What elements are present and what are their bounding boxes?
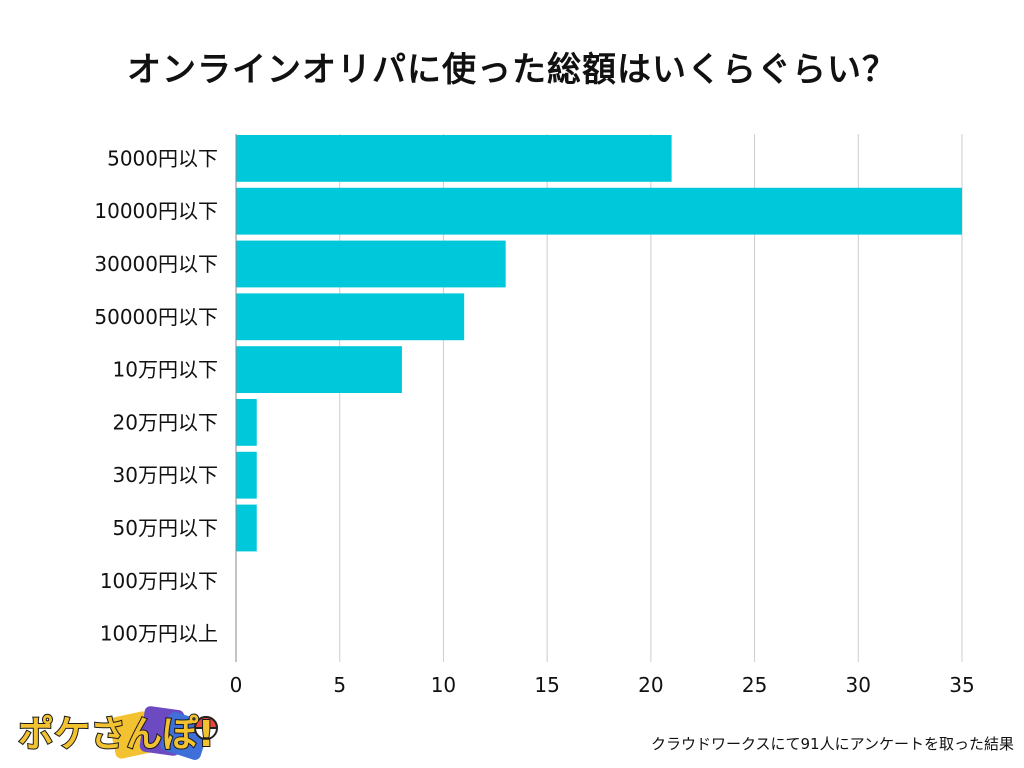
x-tick-label: 20 [638, 673, 663, 697]
category-labels: 5000円以下 10000円以下 30000円以下 50000円以下 10万円以下 20万… [94, 146, 218, 645]
bar [236, 399, 257, 446]
survey-footnote: クラウドワークスにて91人にアンケートを取った結果 [650, 735, 1014, 753]
logo-cards-icon [109, 706, 210, 760]
category-label: 30000円以下 [94, 252, 218, 276]
chart-title: オンラインオリパに使った総額はいくらぐらい？ [127, 50, 897, 90]
x-tick-label: 35 [949, 673, 974, 697]
pokeball-icon [193, 716, 219, 740]
x-tick-label: 30 [846, 673, 871, 697]
category-label: 10万円以下 [113, 358, 218, 382]
brand-logo: ポケさんぽ! [14, 698, 224, 762]
category-label: 30万円以下 [113, 463, 218, 487]
category-label: 100万円以上 [100, 622, 218, 646]
bar [236, 504, 257, 552]
category-label: 50000円以下 [94, 305, 218, 329]
bar [236, 240, 506, 288]
logo-image: ポケさんぽ! [17, 706, 219, 760]
bar [236, 293, 465, 341]
bar [236, 135, 672, 182]
x-tick-label: 0 [230, 673, 243, 697]
category-label: 10000円以下 [94, 199, 218, 223]
x-tick-label: 25 [742, 673, 767, 697]
bars [236, 135, 962, 552]
category-label: 50万円以下 [113, 516, 218, 540]
bar [236, 451, 257, 499]
bar [236, 187, 962, 235]
x-tick-label: 15 [534, 673, 559, 697]
x-tick-labels: 0 5 10 15 20 25 30 35 [230, 673, 975, 697]
x-tick-label: 5 [333, 673, 346, 697]
logo-text: ポケさんぽ! [18, 713, 214, 755]
category-label: 5000円以下 [107, 146, 218, 170]
category-label: 100万円以下 [100, 569, 218, 593]
category-label: 20万円以下 [113, 410, 218, 434]
x-tick-label: 10 [431, 673, 456, 697]
bar [236, 346, 402, 393]
